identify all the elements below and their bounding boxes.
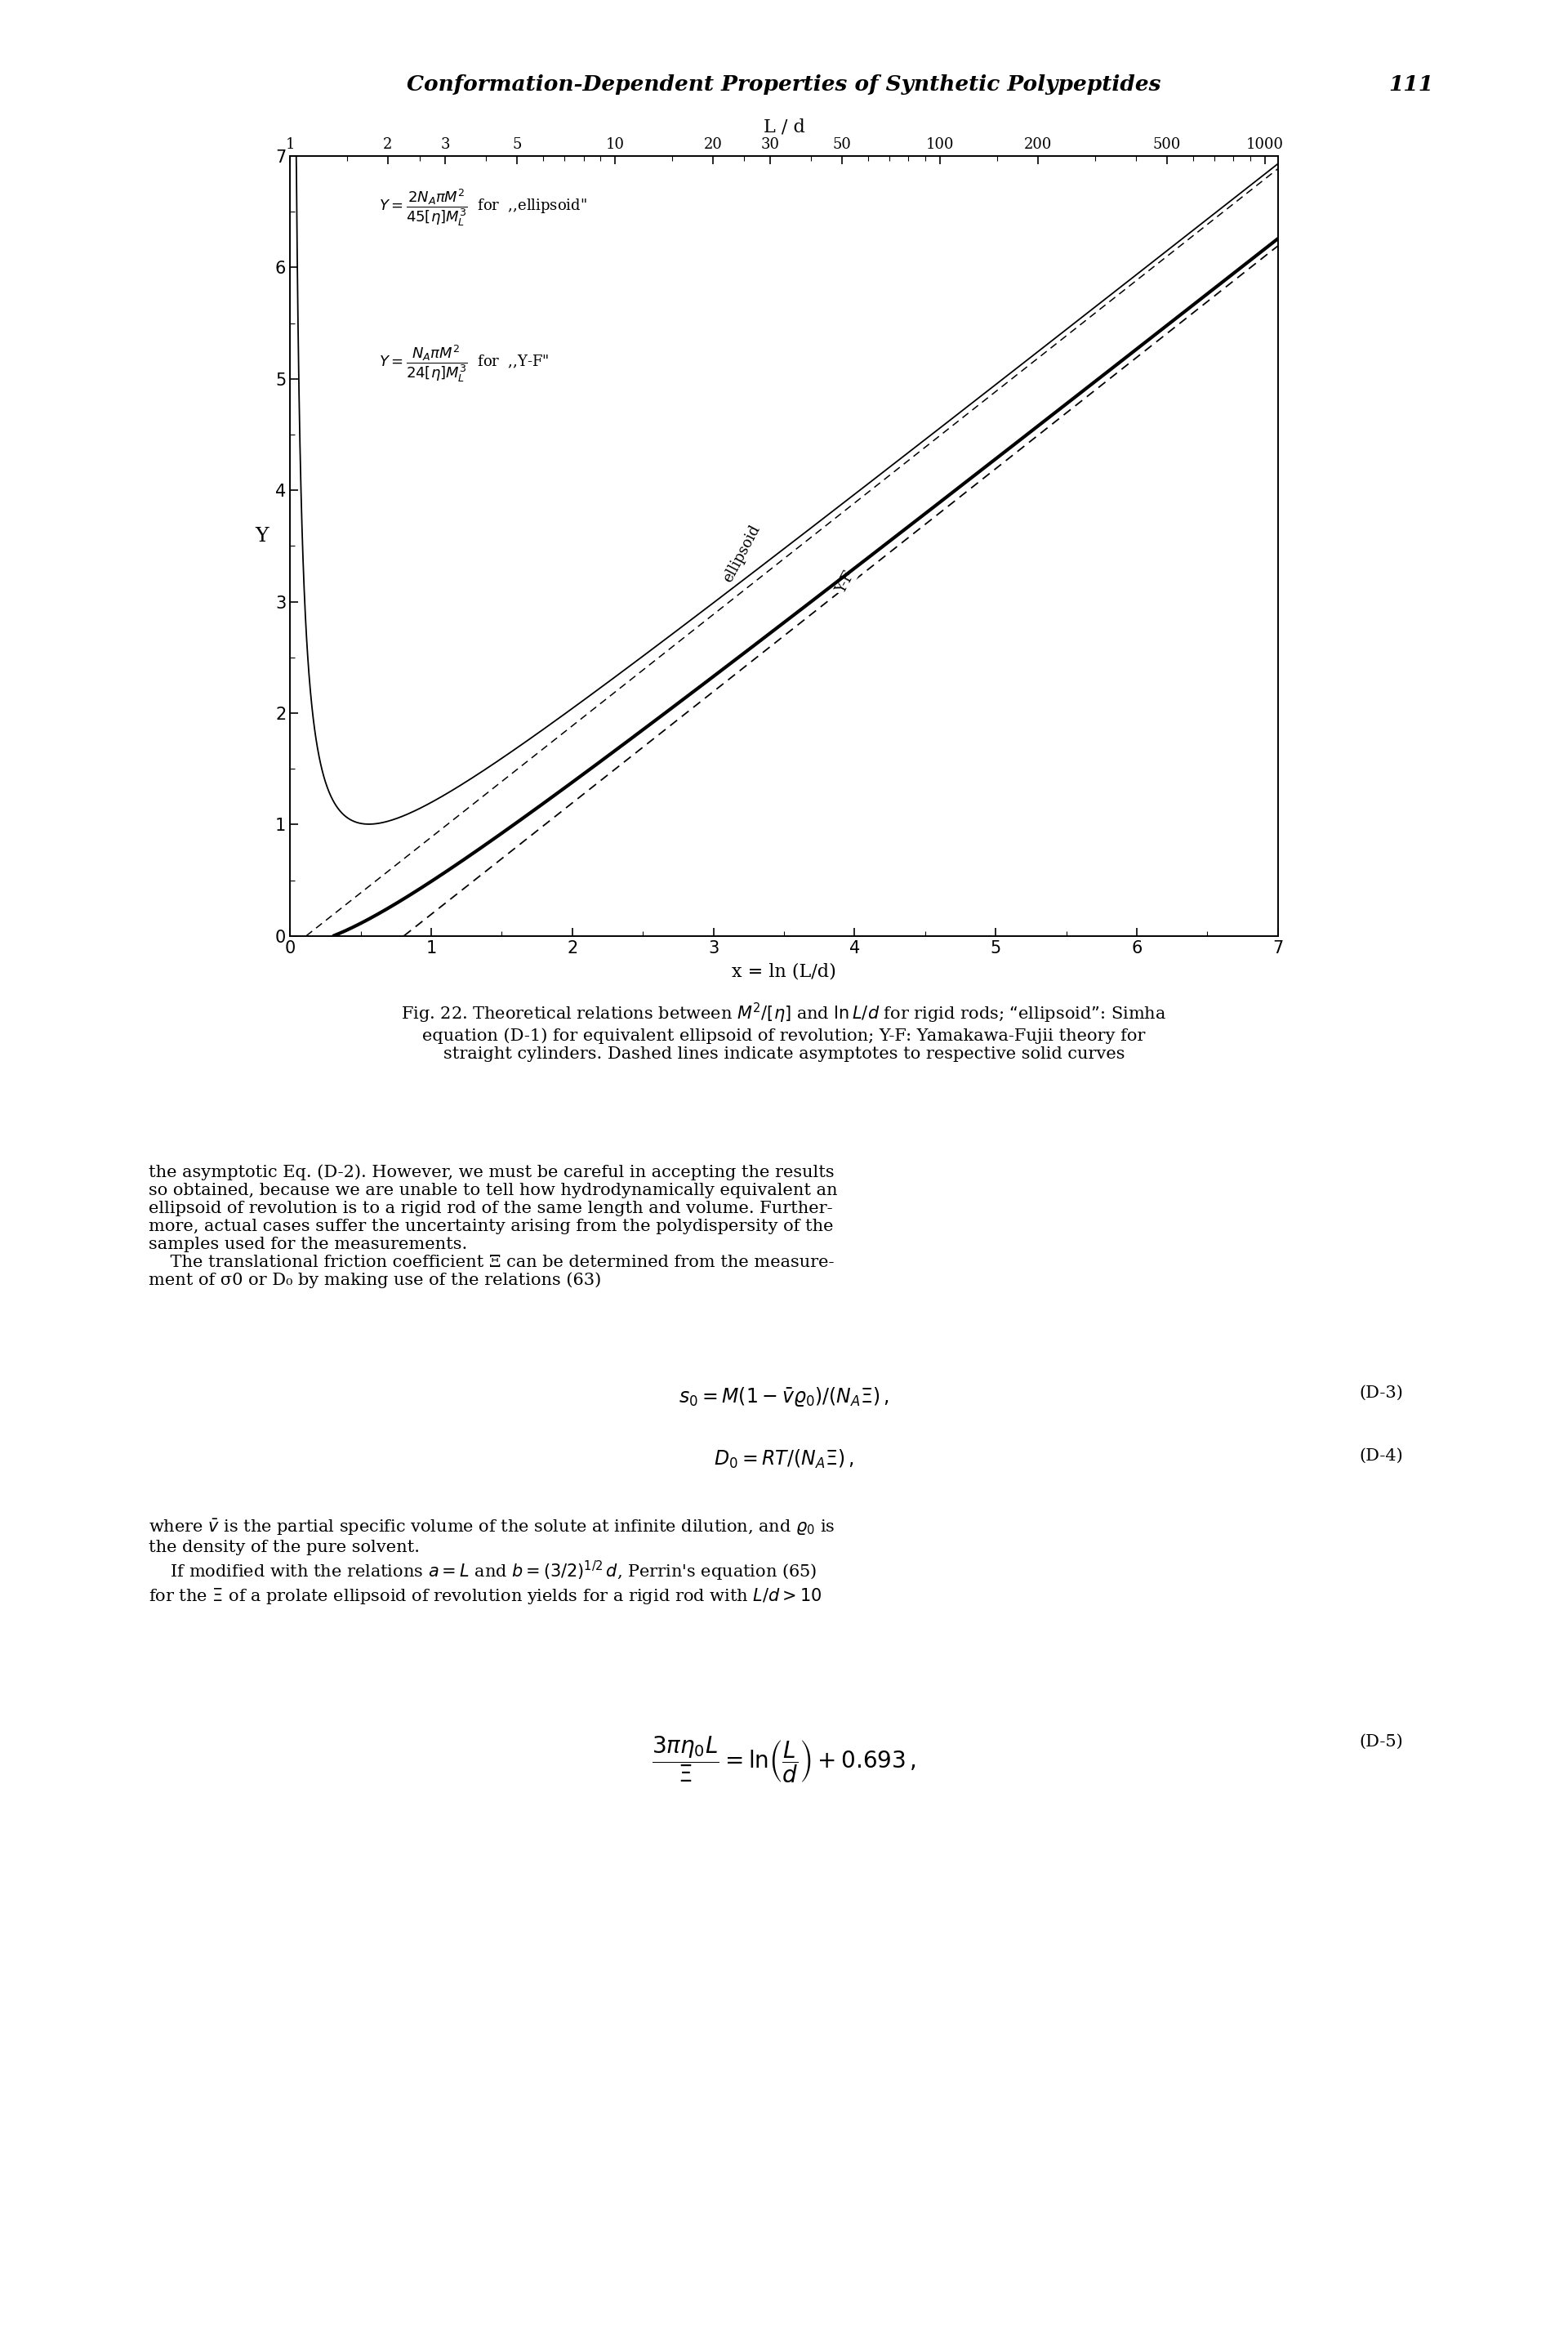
Text: $Y=\dfrac{N_A\pi M^2}{24[\eta]M_L^3}$  for  ,,Y-F": $Y=\dfrac{N_A\pi M^2}{24[\eta]M_L^3}$ fo… <box>379 342 549 384</box>
Text: Fig. 22. Theoretical relations between $M^2/[\eta]$ and $\ln L/d$ for rigid rods: Fig. 22. Theoretical relations between $… <box>401 1001 1167 1062</box>
Text: $s_0 = M(1 - \bar{v}\varrho_0)/(N_A\Xi)\,,$: $s_0 = M(1 - \bar{v}\varrho_0)/(N_A\Xi)\… <box>679 1385 889 1408</box>
Y-axis label: Y: Y <box>256 526 268 547</box>
Text: ellipsoid: ellipsoid <box>720 521 762 584</box>
Text: Conformation-Dependent Properties of Synthetic Polypeptides: Conformation-Dependent Properties of Syn… <box>408 74 1160 95</box>
Text: 111: 111 <box>1389 74 1433 95</box>
Text: Y-F: Y-F <box>834 568 858 596</box>
Text: (D-5): (D-5) <box>1359 1734 1403 1751</box>
Text: $Y=\dfrac{2N_A\pi M^2}{45[\eta]M_L^3}$  for  ,,ellipsoid": $Y=\dfrac{2N_A\pi M^2}{45[\eta]M_L^3}$ f… <box>379 186 586 228</box>
Text: $D_0 = RT/(N_A\Xi)\,,$: $D_0 = RT/(N_A\Xi)\,,$ <box>713 1448 855 1471</box>
X-axis label: L / d: L / d <box>764 119 804 135</box>
Text: (D-4): (D-4) <box>1359 1448 1403 1464</box>
Text: where $\bar{v}$ is the partial specific volume of the solute at infinite dilutio: where $\bar{v}$ is the partial specific … <box>149 1518 836 1606</box>
Text: (D-3): (D-3) <box>1359 1385 1403 1401</box>
X-axis label: x = ln (L/d): x = ln (L/d) <box>732 964 836 980</box>
Text: $\dfrac{3\pi\eta_0 L}{\Xi} = \ln\!\left(\dfrac{L}{d}\right) + 0.693\,,$: $\dfrac{3\pi\eta_0 L}{\Xi} = \ln\!\left(… <box>652 1734 916 1786</box>
Text: the asymptotic Eq. (D-2). However, we must be careful in accepting the results
s: the asymptotic Eq. (D-2). However, we mu… <box>149 1164 837 1290</box>
